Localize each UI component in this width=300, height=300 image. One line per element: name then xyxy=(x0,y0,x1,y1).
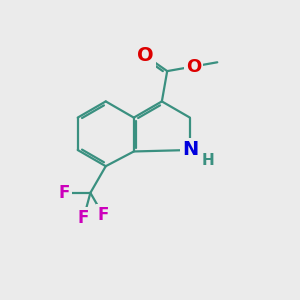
Text: F: F xyxy=(59,184,70,202)
Text: N: N xyxy=(182,140,198,160)
Text: F: F xyxy=(98,206,109,224)
Text: H: H xyxy=(202,153,214,168)
Text: F: F xyxy=(78,209,89,227)
Text: O: O xyxy=(137,46,154,65)
Text: O: O xyxy=(186,58,201,76)
